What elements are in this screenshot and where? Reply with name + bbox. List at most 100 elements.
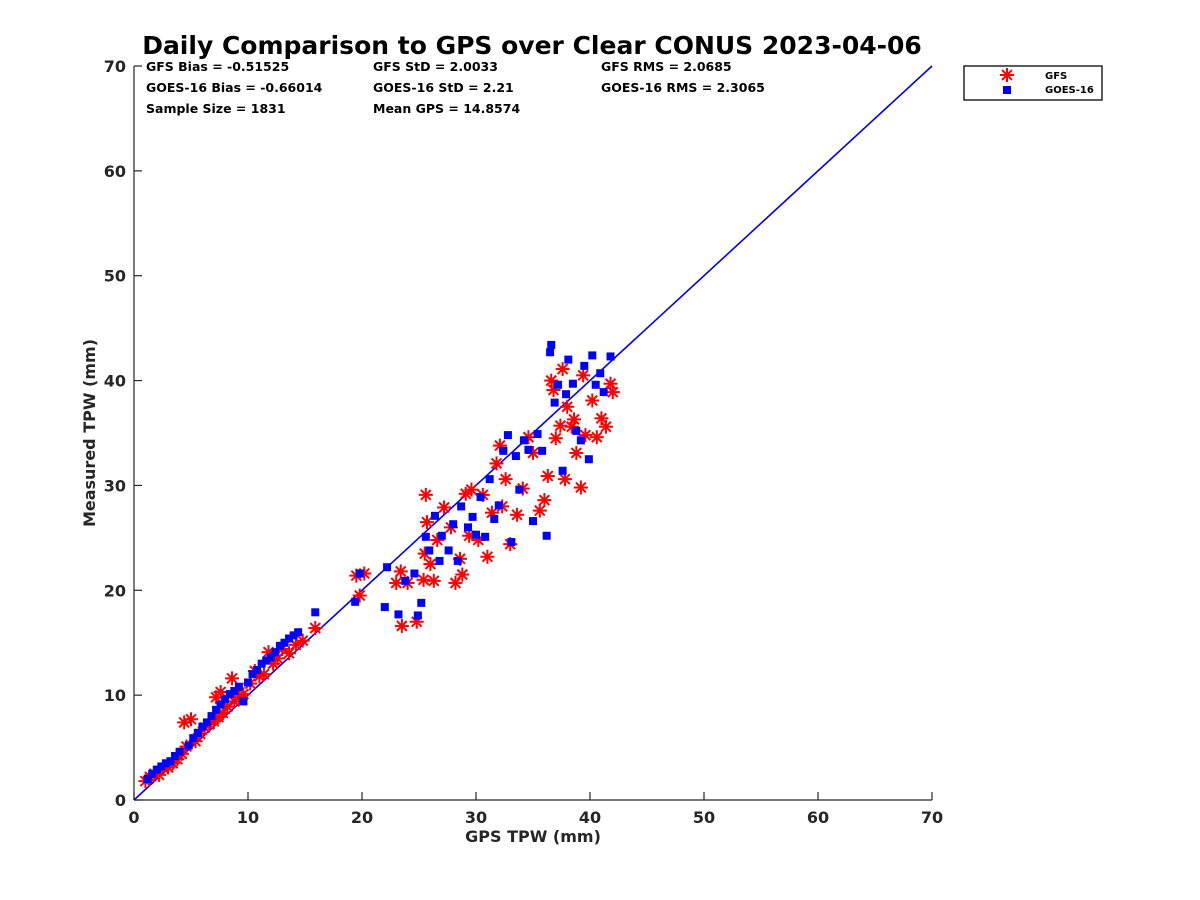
goes-point xyxy=(148,769,157,778)
goes-point xyxy=(280,638,289,647)
legend-gfs-label: GFS xyxy=(1045,71,1067,82)
goes-point xyxy=(576,436,585,445)
gfs-point xyxy=(589,430,604,445)
goes-point xyxy=(468,512,477,521)
gfs-point xyxy=(394,618,409,633)
goes-point xyxy=(449,520,458,529)
goes-point xyxy=(271,648,280,657)
x-axis-label: GPS TPW (mm) xyxy=(465,827,601,846)
goes-point xyxy=(572,426,581,435)
goes-point xyxy=(207,712,216,721)
gfs-point xyxy=(455,567,470,582)
data-points xyxy=(138,340,620,789)
gfs-point xyxy=(282,646,297,661)
x-tick-label: 10 xyxy=(237,808,259,827)
y-tick-label: 0 xyxy=(115,791,126,810)
goes-point xyxy=(511,452,520,461)
gfs-point xyxy=(423,557,438,572)
goes-point xyxy=(430,511,439,520)
goes-point xyxy=(202,718,211,727)
goes-point xyxy=(262,656,271,665)
goes-point xyxy=(538,446,547,455)
goes-point xyxy=(580,361,589,370)
y-tick-label: 10 xyxy=(104,686,126,705)
gfs-point xyxy=(567,412,582,427)
gfs-point xyxy=(464,482,479,497)
goes-point xyxy=(275,641,284,650)
gfs-point xyxy=(418,487,433,502)
gfs-point xyxy=(569,445,584,460)
goes-point xyxy=(253,665,262,674)
goes-point xyxy=(294,628,303,637)
goes-point xyxy=(519,436,528,445)
goes-point xyxy=(383,563,392,572)
legend-gfs-asterisk xyxy=(1000,68,1014,82)
x-tick-label: 0 xyxy=(128,808,139,827)
y-tick-label: 70 xyxy=(104,57,126,76)
goes-point xyxy=(285,634,294,643)
goes-point xyxy=(248,670,257,679)
goes-point xyxy=(380,603,389,612)
gfs-point xyxy=(489,456,504,471)
goes-point xyxy=(394,610,403,619)
goes-point xyxy=(606,352,615,361)
gfs-point xyxy=(426,573,441,588)
goes-point xyxy=(568,379,577,388)
goes-point xyxy=(550,398,559,407)
stat-mean-gps: Mean GPS = 14.8574 xyxy=(373,101,520,116)
gfs-point xyxy=(498,472,513,487)
gfs-point xyxy=(573,480,588,495)
goes-point xyxy=(437,531,446,540)
gfs-point xyxy=(553,418,568,433)
x-tick-label: 70 xyxy=(921,808,943,827)
x-tick-label: 50 xyxy=(693,808,715,827)
legend-box xyxy=(963,65,1103,101)
goes-point xyxy=(494,501,503,510)
goes-point xyxy=(599,388,608,397)
stat-sample-size: Sample Size = 1831 xyxy=(146,101,286,116)
x-tick-label: 60 xyxy=(807,808,829,827)
goes-point xyxy=(410,569,419,578)
gfs-point xyxy=(416,572,431,587)
goes-point xyxy=(490,514,499,523)
x-tick-label: 20 xyxy=(351,808,373,827)
goes-point xyxy=(171,751,180,760)
goes-point xyxy=(515,485,524,494)
gfs-point xyxy=(603,376,618,391)
gfs-point xyxy=(225,671,240,686)
goes-point xyxy=(157,762,166,771)
goes-point xyxy=(212,705,221,714)
goes-point xyxy=(564,355,573,364)
x-tick-label: 30 xyxy=(465,808,487,827)
x-tick-label: 40 xyxy=(579,808,601,827)
goes-point xyxy=(457,502,466,511)
goes-point xyxy=(584,455,593,464)
gfs-point xyxy=(555,362,570,377)
goes-point xyxy=(355,569,364,578)
goes-point xyxy=(503,431,512,440)
legend: GFS GOES-16 xyxy=(963,65,1103,101)
goes-point xyxy=(453,556,462,565)
goes-point xyxy=(216,700,225,709)
goes-point xyxy=(193,728,202,737)
gfs-point xyxy=(576,368,591,383)
legend-goes-label: GOES-16 xyxy=(1045,85,1094,96)
gfs-point xyxy=(213,684,228,699)
gfs-point xyxy=(585,393,600,408)
goes-point xyxy=(266,653,275,662)
gfs-point xyxy=(437,500,452,515)
goes-point xyxy=(444,546,453,555)
goes-point xyxy=(562,390,571,399)
goes-point xyxy=(143,775,152,784)
goes-point xyxy=(230,686,239,695)
goes-point xyxy=(481,532,490,541)
goes-point xyxy=(198,722,207,731)
goes-point xyxy=(413,611,422,620)
goes-point xyxy=(166,757,175,766)
goes-point xyxy=(558,466,567,475)
y-tick-label: 20 xyxy=(104,581,126,600)
y-tick-label: 30 xyxy=(104,476,126,495)
gfs-point xyxy=(393,564,408,579)
gfs-point xyxy=(419,515,434,530)
stat-goes-std: GOES-16 StD = 2.21 xyxy=(373,80,514,95)
